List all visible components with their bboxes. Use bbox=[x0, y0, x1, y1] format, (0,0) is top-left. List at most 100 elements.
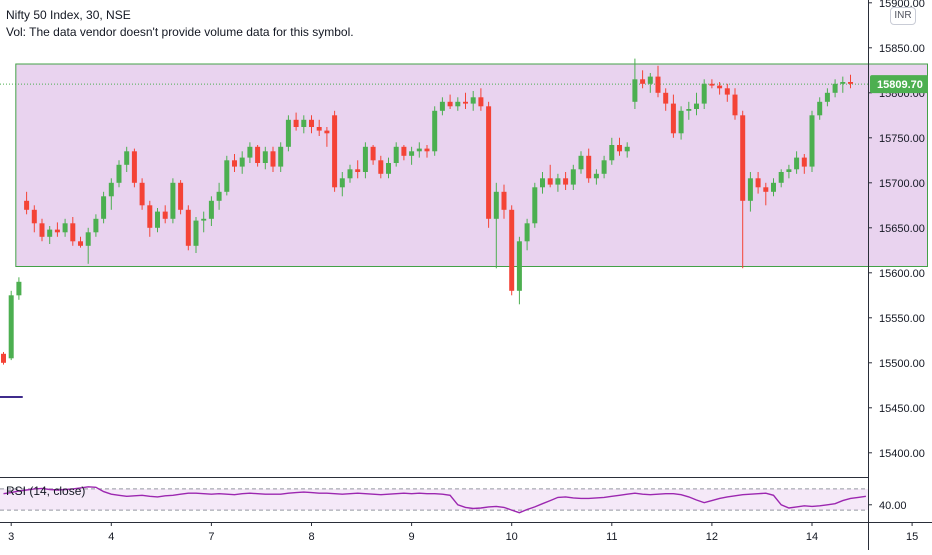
candle-body[interactable] bbox=[393, 146, 399, 163]
candle-body[interactable] bbox=[570, 169, 576, 185]
candle-body[interactable] bbox=[586, 155, 592, 179]
candle-body[interactable] bbox=[39, 223, 45, 237]
candle-body[interactable] bbox=[131, 151, 137, 183]
candle-body[interactable] bbox=[717, 85, 723, 89]
candle-body[interactable] bbox=[293, 119, 299, 127]
candle-body[interactable] bbox=[70, 223, 76, 242]
candle-body[interactable] bbox=[255, 146, 261, 163]
candle-body[interactable] bbox=[624, 146, 630, 152]
candle-body[interactable] bbox=[832, 83, 838, 93]
candle-body[interactable] bbox=[555, 178, 561, 185]
candle-body[interactable] bbox=[547, 178, 553, 185]
price-range-rectangle[interactable] bbox=[15, 63, 928, 267]
candle-body[interactable] bbox=[501, 191, 507, 210]
candle-body[interactable] bbox=[755, 178, 761, 188]
candle-body[interactable] bbox=[362, 146, 368, 172]
candle-body[interactable] bbox=[424, 148, 430, 152]
candle-body[interactable] bbox=[339, 178, 345, 188]
candle-body[interactable] bbox=[386, 163, 391, 174]
candle-body[interactable] bbox=[593, 173, 599, 179]
candle-body[interactable] bbox=[524, 223, 530, 242]
candle-body[interactable] bbox=[701, 83, 707, 104]
candle-body[interactable] bbox=[201, 218, 207, 221]
candle-body[interactable] bbox=[432, 110, 438, 152]
candle-body[interactable] bbox=[232, 160, 237, 167]
candle-body[interactable] bbox=[54, 229, 60, 233]
candle-body[interactable] bbox=[8, 295, 14, 359]
candle-body[interactable] bbox=[116, 164, 122, 183]
candle-body[interactable] bbox=[563, 178, 569, 185]
candle-body[interactable] bbox=[78, 241, 83, 246]
candle-body[interactable] bbox=[162, 211, 168, 219]
candle-body[interactable] bbox=[801, 157, 807, 167]
candle-body[interactable] bbox=[139, 182, 145, 206]
candle-body[interactable] bbox=[817, 101, 823, 116]
candle-body[interactable] bbox=[686, 109, 692, 111]
candle-body[interactable] bbox=[463, 101, 468, 104]
candle-body[interactable] bbox=[332, 115, 338, 188]
candle-body[interactable] bbox=[108, 182, 114, 197]
candle-body[interactable] bbox=[270, 151, 276, 167]
candle-body[interactable] bbox=[285, 119, 291, 147]
candle-body[interactable] bbox=[747, 178, 753, 201]
candle-body[interactable] bbox=[763, 187, 769, 192]
candle-body[interactable] bbox=[301, 119, 307, 127]
candle-body[interactable] bbox=[771, 182, 776, 192]
candle-body[interactable] bbox=[409, 151, 415, 156]
candle-body[interactable] bbox=[778, 172, 784, 183]
candle-body[interactable] bbox=[24, 200, 30, 210]
candle-body[interactable] bbox=[208, 200, 214, 219]
candle-body[interactable] bbox=[809, 115, 815, 167]
candle-body[interactable] bbox=[239, 157, 245, 167]
symbol-title[interactable]: Nifty 50 Index, 30, NSE bbox=[6, 8, 131, 22]
candle-body[interactable] bbox=[678, 110, 684, 134]
candle-body[interactable] bbox=[1, 353, 6, 363]
candle-body[interactable] bbox=[609, 145, 615, 161]
candle-body[interactable] bbox=[62, 223, 68, 233]
candle-body[interactable] bbox=[93, 218, 99, 233]
candle-body[interactable] bbox=[155, 211, 160, 228]
candle-body[interactable] bbox=[124, 151, 130, 165]
candle-body[interactable] bbox=[355, 169, 361, 172]
candle-body[interactable] bbox=[185, 209, 191, 246]
candle-body[interactable] bbox=[31, 209, 37, 224]
candle-body[interactable] bbox=[47, 229, 53, 237]
candle-body[interactable] bbox=[224, 160, 230, 192]
candle-body[interactable] bbox=[632, 79, 638, 102]
candle-body[interactable] bbox=[578, 155, 584, 170]
candle-body[interactable] bbox=[516, 241, 522, 291]
candle-body[interactable] bbox=[85, 232, 91, 246]
candle-body[interactable] bbox=[794, 157, 800, 170]
candle-body[interactable] bbox=[178, 182, 184, 210]
candle-body[interactable] bbox=[401, 146, 407, 156]
candle-body[interactable] bbox=[416, 148, 422, 152]
candle-body[interactable] bbox=[840, 82, 846, 84]
candle-body[interactable] bbox=[824, 92, 830, 102]
candle-body[interactable] bbox=[601, 160, 607, 174]
candle-body[interactable] bbox=[670, 103, 676, 134]
candle-body[interactable] bbox=[655, 76, 661, 93]
candle-body[interactable] bbox=[101, 196, 107, 219]
candle-body[interactable] bbox=[247, 146, 253, 158]
candle-body[interactable] bbox=[309, 119, 314, 127]
rsi-legend[interactable]: RSI (14, close) bbox=[6, 484, 86, 498]
candle-body[interactable] bbox=[848, 82, 853, 84]
candle-body[interactable] bbox=[470, 97, 476, 104]
candle-body[interactable] bbox=[786, 169, 792, 172]
candle-body[interactable] bbox=[617, 145, 622, 152]
candle-body[interactable] bbox=[486, 106, 492, 219]
candle-body[interactable] bbox=[170, 182, 176, 219]
candle-body[interactable] bbox=[478, 97, 484, 107]
candle-body[interactable] bbox=[740, 115, 746, 201]
candle-body[interactable] bbox=[278, 146, 284, 167]
last-price-label-bg[interactable] bbox=[870, 75, 928, 94]
candle-body[interactable] bbox=[16, 281, 22, 296]
candle-body[interactable] bbox=[724, 88, 730, 95]
candle-body[interactable] bbox=[663, 92, 669, 104]
candle-body[interactable] bbox=[709, 83, 715, 86]
candle-body[interactable] bbox=[509, 209, 515, 291]
candle-body[interactable] bbox=[640, 79, 646, 84]
candle-body[interactable] bbox=[316, 127, 322, 131]
candle-body[interactable] bbox=[324, 130, 330, 134]
